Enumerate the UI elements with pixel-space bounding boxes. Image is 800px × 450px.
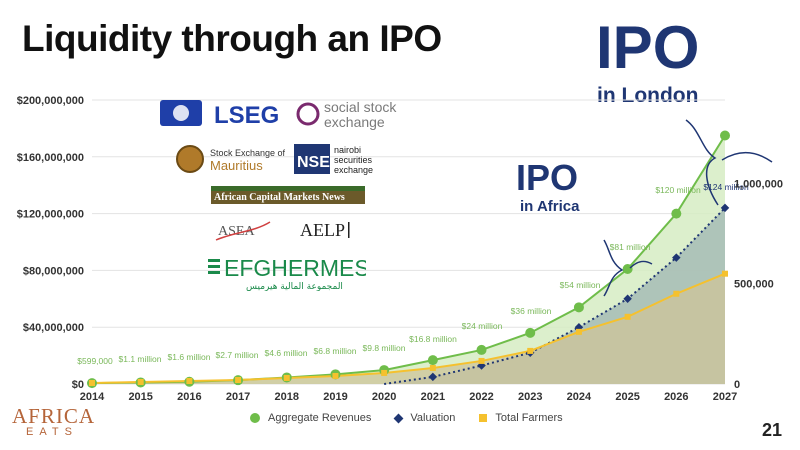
aelp-text: AELP [300,220,345,240]
mauritius-logo: Stock Exchange of Mauritius [176,141,286,182]
x-tick: 2016 [177,391,201,403]
x-tick: 2025 [615,391,639,403]
farmers-point [430,365,436,371]
data-label: $36 million [511,306,552,316]
y-tick-left: $80,000,000 [23,265,84,277]
revenue-point [720,131,730,141]
aelp-logo: AELP [298,214,368,249]
x-tick: 2015 [128,391,152,403]
lseg-text: LSEG [214,102,279,129]
y-tick-left: $200,000,000 [17,95,84,107]
legend-label: Total Farmers [495,412,562,424]
x-tick: 2020 [372,391,396,403]
efg-text: EFGHERMES [224,255,366,281]
data-label: $9.8 million [363,343,406,353]
mauritius-text-1: Stock Exchange of [210,148,286,158]
nse-text-3: exchange [334,165,373,175]
y-tick-left: $160,000,000 [17,152,84,164]
revenue-point [428,355,438,365]
revenue-point [574,302,584,312]
y-tick-right: 500,000 [734,279,774,291]
y-tick-right: 0 [734,379,740,391]
farmers-point [89,380,95,386]
farmers-point [332,373,338,379]
x-tick: 2023 [518,391,542,403]
legend-square-icon [479,414,487,422]
lseg-logo: LSEG [158,96,288,137]
social-exchange-icon [298,104,318,124]
x-tick: 2024 [567,391,592,403]
efg-hermes-mark-icon [208,259,220,274]
asea-logo: ASEA [214,214,274,249]
data-label: $120 million [655,185,701,195]
data-label: $2.7 million [216,350,259,360]
data-label: $4.6 million [265,348,308,358]
africa-eats-logo: AFRICA EATS [12,404,95,438]
farmers-point [381,370,387,376]
revenue-point [623,264,633,274]
legend-diamond-icon [394,413,404,423]
nse-text-2: securities [334,155,373,165]
legend-item-revenues: Aggregate Revenues [250,412,371,424]
nse-text-1: nairobi [334,145,361,155]
x-tick: 2021 [421,391,445,403]
revenue-point [477,345,487,355]
data-label: $599,000 [77,356,113,366]
x-tick: 2027 [713,391,737,403]
farmers-point [527,348,533,354]
legend-label: Aggregate Revenues [268,412,371,424]
legend-item-valuation: Valuation [395,412,455,424]
farmers-point [235,377,241,383]
legend-dot-icon [250,413,260,423]
data-label: $24 million [462,321,503,331]
nse-logo: NSE nairobi securities exchange [294,142,394,183]
x-tick: 2026 [664,391,688,403]
farmers-point [673,291,679,297]
x-tick: 2014 [80,391,105,403]
y-tick-left: $40,000,000 [23,322,84,334]
social-text-1: social stock [324,99,397,115]
y-tick-left: $120,000,000 [17,209,84,221]
social-text-2: exchange [324,114,385,130]
legend-label: Valuation [410,412,455,424]
acmn-logo: African Capital Markets News [211,186,365,209]
mauritius-seal-icon [177,146,203,172]
legend-item-farmers: Total Farmers [479,412,562,424]
farmers-point [284,375,290,381]
farmers-point [576,329,582,335]
data-label: $54 million [560,280,601,290]
chart-legend: Aggregate Revenues Valuation Total Farme… [250,412,563,424]
data-label: $1.6 million [168,352,211,362]
page-number: 21 [762,420,782,441]
x-tick: 2019 [323,391,347,403]
mauritius-text-2: Mauritius [210,158,263,173]
x-tick: 2018 [275,391,299,403]
x-tick: 2017 [226,391,250,403]
revenue-point [525,328,535,338]
data-label: $6.8 million [314,346,357,356]
farmers-point [722,271,728,277]
farmers-point [138,379,144,385]
data-label: $1.1 million [119,354,162,364]
farmers-point [186,378,192,384]
revenue-point [671,209,681,219]
data-label: $16.8 million [409,334,457,344]
data-label: $81 million [610,242,651,252]
y-tick-right: 1,000,000 [734,178,783,190]
ipo-london-pointer [722,153,772,162]
farmers-point [479,358,485,364]
nse-mark: NSE [297,154,330,171]
farmers-point [625,314,631,320]
acmn-text: African Capital Markets News [214,192,345,203]
efg-arabic-text: المجموعة المالية هيرميس [246,282,343,291]
x-tick: 2022 [469,391,493,403]
social-stock-exchange-logo: social stock exchange [296,96,406,137]
y-tick-left: $0 [72,379,84,391]
efg-hermes-logo: EFGHERMES المجموعة المالية هيرميس [206,251,366,296]
